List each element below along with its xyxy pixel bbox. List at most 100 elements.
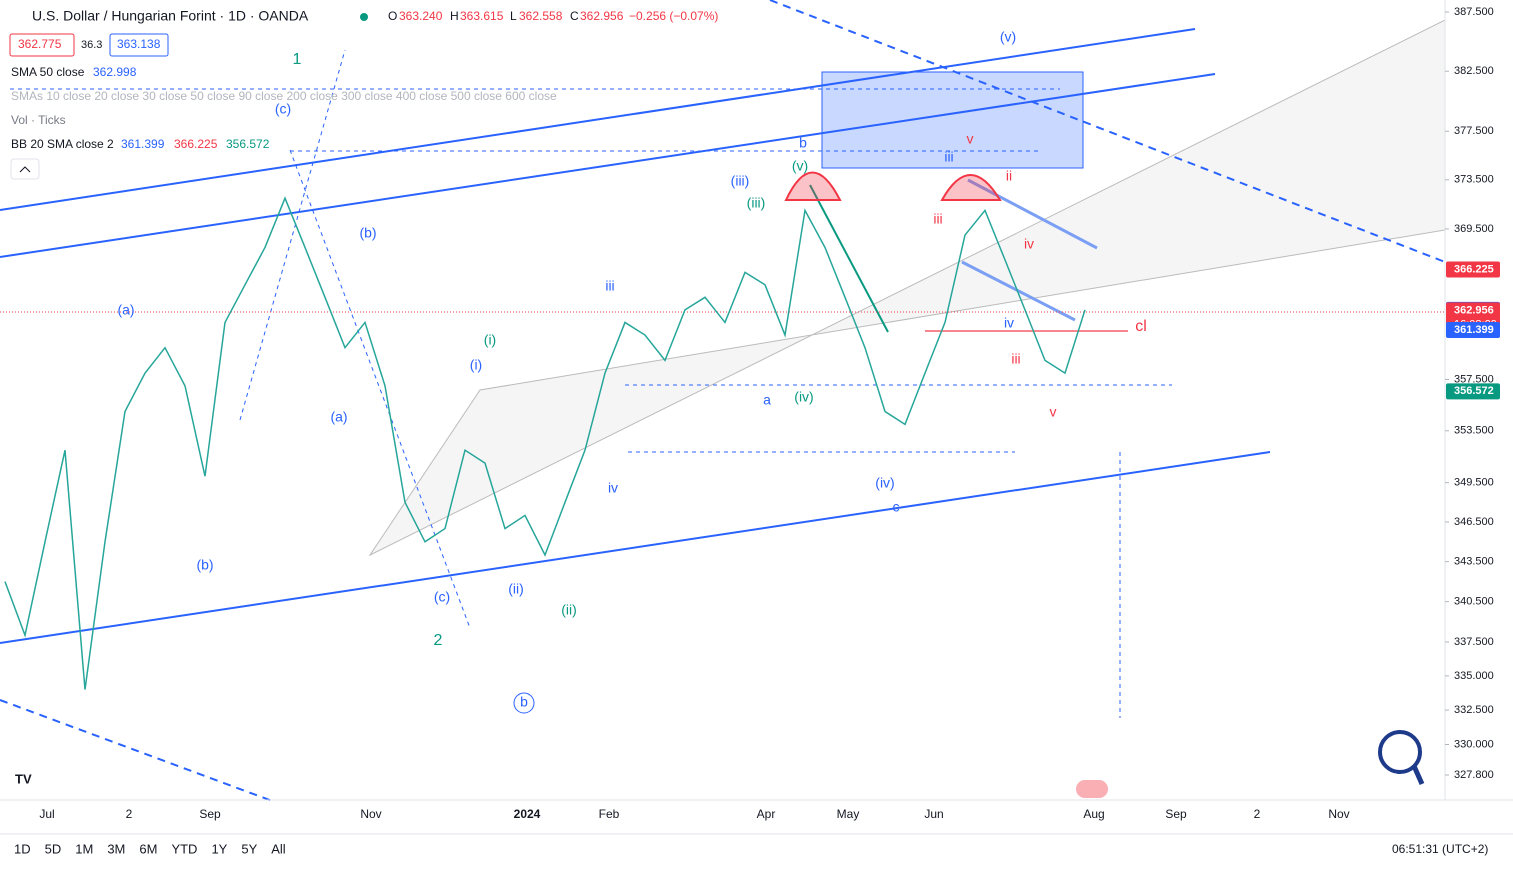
ohlc-key: L	[510, 9, 517, 23]
indicator: SMAs 10 close 20 close 30 close 50 close…	[11, 89, 557, 103]
wave-label: (b)	[196, 557, 213, 573]
collapse-button[interactable]	[10, 158, 40, 180]
y-tick-label: 340.500	[1454, 596, 1494, 608]
range-button[interactable]: 1M	[75, 841, 93, 856]
events-icon[interactable]	[1076, 780, 1108, 798]
price-badge	[1446, 322, 1500, 339]
wave-label: cl	[1135, 318, 1147, 335]
indicator: Vol · Ticks	[11, 113, 66, 127]
range-button[interactable]: 1D	[14, 841, 31, 856]
wave-label: c	[893, 499, 900, 515]
wave-label: b	[799, 135, 807, 151]
indicator-value: 356.572	[226, 137, 270, 151]
y-tick-label: 357.500	[1454, 373, 1494, 385]
wave-label: (c)	[275, 101, 291, 117]
y-tick-label: 369.500	[1454, 223, 1494, 235]
y-tick-label: 382.500	[1454, 65, 1494, 77]
wave-label: iv	[1024, 236, 1034, 252]
ohlc-key: H	[450, 9, 459, 23]
trendline	[0, 451, 1271, 644]
range-button[interactable]: 5Y	[241, 841, 257, 856]
trendline	[809, 184, 889, 333]
wave-label: ii	[1006, 168, 1012, 184]
wave-label: v	[967, 131, 974, 147]
y-tick-label: 346.500	[1454, 516, 1494, 528]
y-tick-label: 377.500	[1454, 125, 1494, 137]
trendline	[239, 49, 346, 421]
range-button[interactable]: All	[271, 841, 286, 856]
symbol: U.S. Dollar / Hungarian Forint · 1D · OA…	[32, 8, 309, 24]
x-tick-label: Feb	[599, 807, 620, 821]
wave-label: (iv)	[875, 475, 894, 491]
wave-label: iii	[944, 149, 953, 165]
indicator-value: 361.399	[121, 137, 165, 151]
wave-label: (iii)	[731, 173, 750, 189]
wave-label: (c)	[434, 589, 450, 605]
y-tick-label: 337.500	[1454, 636, 1494, 648]
wave-label: (a)	[117, 302, 134, 318]
y-tick-label: 343.500	[1454, 556, 1494, 568]
trendline	[769, 0, 1446, 263]
wave-label: iv	[1004, 315, 1014, 331]
wave-label: (ii)	[561, 602, 577, 618]
wave-label: (iv)	[794, 389, 813, 405]
trendline	[0, 73, 1216, 258]
ask: 363.138	[117, 37, 161, 51]
x-tick-label: Aug	[1083, 807, 1104, 821]
bid: 362.775	[18, 37, 62, 51]
ohlc-value: 363.240	[399, 9, 443, 23]
x-tick-label: 2024	[514, 807, 541, 821]
indicator-value: 362.998	[93, 65, 137, 79]
range-button[interactable]: 6M	[139, 841, 157, 856]
spread: 36.3	[81, 39, 102, 51]
box	[821, 71, 1084, 169]
replay-icon	[1411, 764, 1425, 786]
x-tick-label: Sep	[199, 807, 221, 821]
x-tick-label: Nov	[1328, 807, 1349, 821]
x-tick-label: Sep	[1165, 807, 1187, 821]
wave-label: b	[520, 694, 528, 710]
trendline	[0, 28, 1196, 211]
wave-label: (b)	[359, 225, 376, 241]
range-button[interactable]: 1Y	[211, 841, 227, 856]
indicator: SMA 50 close	[11, 65, 85, 79]
ask-box[interactable]	[109, 33, 169, 57]
wave-label: (i)	[470, 357, 482, 373]
bid-box[interactable]	[9, 33, 75, 57]
wave-label: (ii)	[508, 581, 524, 597]
price-badge	[1446, 383, 1500, 400]
y-tick-label: 327.800	[1454, 769, 1494, 781]
clock: 06:51:31 (UTC+2)	[1392, 842, 1488, 856]
ohlc-value: 362.956	[580, 9, 624, 23]
trendline	[0, 699, 276, 803]
wave-circle	[513, 692, 535, 714]
wave-label: 1	[293, 51, 302, 68]
x-tick-label: 2	[126, 807, 133, 821]
wave-label: iv	[608, 480, 618, 496]
y-tick-label: 335.000	[1454, 670, 1494, 682]
price-line	[4, 196, 1086, 690]
status-dot	[360, 13, 368, 21]
wave-label: 2	[434, 632, 443, 649]
trendline	[289, 149, 471, 629]
logo: TV	[15, 771, 32, 786]
x-tick-label: Apr	[757, 807, 776, 821]
x-tick-label: Nov	[360, 807, 381, 821]
wave-label: (iii)	[747, 195, 766, 211]
y-tick-label: 353.500	[1454, 425, 1494, 437]
indicator: BB 20 SMA close 2	[11, 137, 114, 151]
range-button[interactable]: 5D	[45, 841, 62, 856]
ohlc-value: 363.615	[460, 9, 504, 23]
replay-icon[interactable]	[1378, 730, 1422, 774]
ohlc-key: C	[570, 9, 579, 23]
price-badge-label: 366.225	[1454, 263, 1494, 275]
y-tick-label: 349.500	[1454, 477, 1494, 489]
range-button[interactable]: 3M	[107, 841, 125, 856]
wave-label: a	[763, 392, 771, 408]
price-badge-label: 356.572	[1454, 385, 1494, 397]
drawings	[0, 0, 1446, 803]
price-badge-label: 362.956	[1454, 304, 1494, 316]
range-button[interactable]: YTD	[171, 841, 197, 856]
wave-label: iii	[605, 278, 614, 294]
